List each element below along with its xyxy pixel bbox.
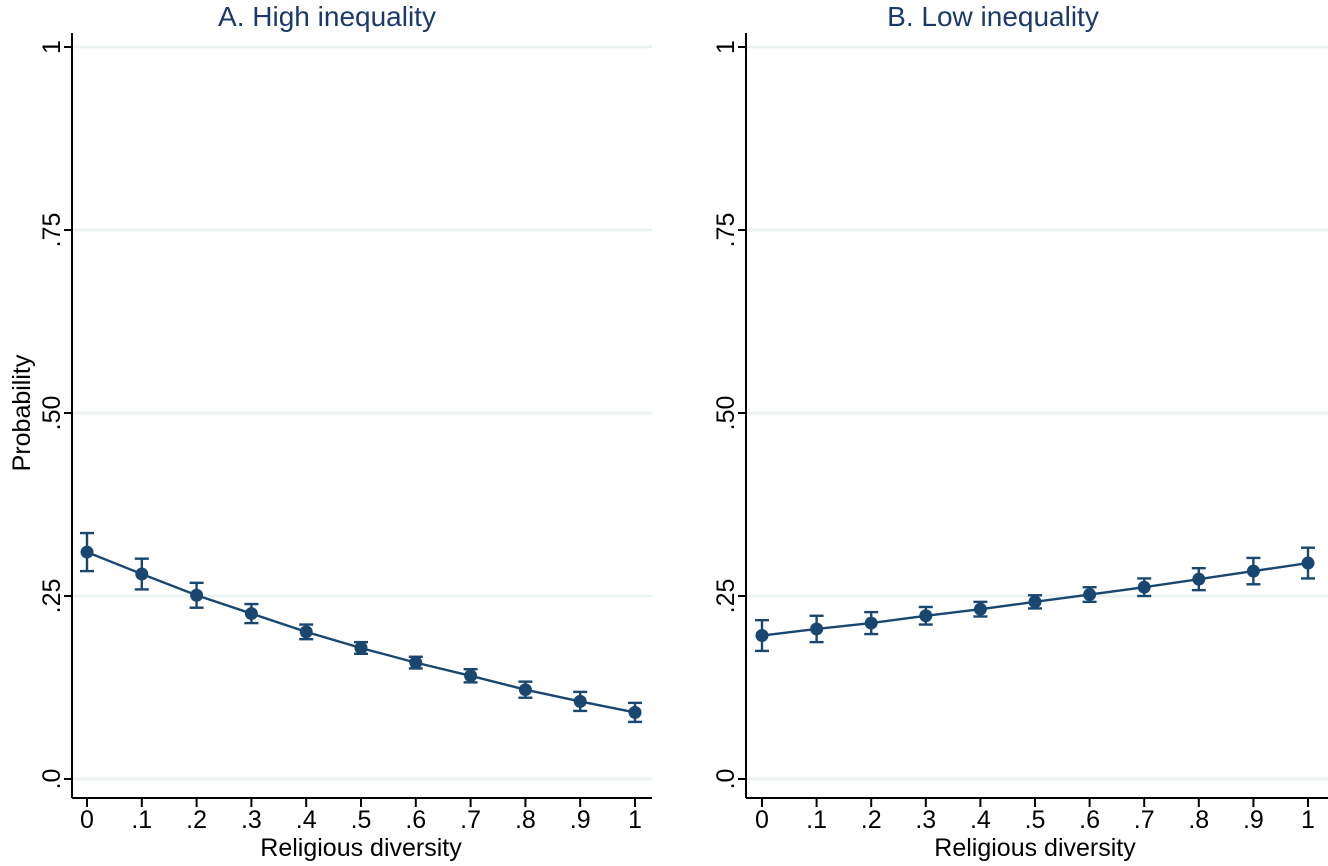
panel-b-title: B. Low inequality	[887, 1, 1099, 32]
panel-b-data-point	[1301, 556, 1315, 570]
panel-a-data-point	[409, 656, 423, 670]
panel-a-x-tick-label: 0	[80, 806, 94, 834]
panel-b-x-tick-label: .5	[1025, 806, 1046, 834]
panel-b-x-axis-title: Religious diversity	[934, 834, 1136, 862]
panel-b-x-tick-label: .1	[806, 806, 827, 834]
panel-b-data-point	[755, 629, 769, 643]
panel-b-x-tick-label: .4	[970, 806, 991, 834]
panel-b-x-tick-label: .9	[1243, 806, 1264, 834]
panel-a-x-tick-label: .7	[460, 806, 481, 834]
panel-a-data-point	[299, 625, 313, 639]
panel-b-y-tick-label: 1	[712, 40, 740, 54]
panel-a-x-tick-label: .4	[296, 806, 317, 834]
panel-a-y-tick-label: .0	[38, 769, 66, 790]
panel-a-title: A. High inequality	[218, 1, 436, 32]
panel-b-y-tick-label: .75	[712, 213, 740, 248]
panel-a-y-axis-title: Probability	[8, 354, 36, 471]
panel-a-x-tick-label: .5	[351, 806, 372, 834]
panel-a-x-axis-title: Religious diversity	[260, 834, 462, 862]
panel-b-y-tick-label: .25	[712, 579, 740, 614]
panel-b-data-point	[810, 622, 824, 636]
panel-b-x-tick-label: .6	[1079, 806, 1100, 834]
panel-b-y-tick-label: .0	[712, 769, 740, 790]
panel-a-x-tick-label: .2	[186, 806, 207, 834]
panel-b-data-point	[1083, 588, 1097, 602]
panel-a-x-tick-label: .8	[515, 806, 536, 834]
panel-b-x-tick-label: 0	[755, 806, 769, 834]
panel-b-data-point	[1028, 595, 1042, 609]
panel-a-x-tick-label: .1	[131, 806, 152, 834]
panel-b-x-tick-label: .8	[1188, 806, 1209, 834]
panel-a-data-point	[573, 694, 587, 708]
panel-a-data-point	[135, 567, 149, 581]
panel-b-data-point	[864, 616, 878, 630]
panel-b-data-point	[1137, 580, 1151, 594]
panel-a-data-point	[464, 669, 478, 683]
panel-a-x-tick-label: .3	[241, 806, 262, 834]
panel-b-x-tick-label: .7	[1134, 806, 1155, 834]
panel-a-y-tick-label: .75	[38, 213, 66, 248]
panel-a-y-tick-label: .25	[38, 579, 66, 614]
panel-b-data-point	[973, 602, 987, 616]
panel-a-series-line	[86, 550, 636, 714]
panel-a-x-tick-label: .6	[405, 806, 426, 834]
panel-a-x-tick-label: 1	[628, 806, 642, 834]
panel-b-x-tick-label: .3	[915, 806, 936, 834]
panel-a-x-tick-label: .9	[570, 806, 591, 834]
panel-a-data-point	[628, 705, 642, 719]
panel-b-data-point	[919, 609, 933, 623]
panel-b-x-tick-label: .2	[861, 806, 882, 834]
panel-a-data-point	[518, 683, 532, 697]
panel-b-x-tick-label: 1	[1301, 806, 1315, 834]
panel-a-data-point	[244, 607, 258, 621]
panel-a-data-point	[190, 588, 204, 602]
panel-a-y-tick-label: .50	[38, 396, 66, 431]
panel-a-y-tick-label: 1	[38, 40, 66, 54]
panel-a-data-point	[354, 641, 368, 655]
panel-b-y-tick-label: .50	[712, 396, 740, 431]
panel-b-data-point	[1246, 564, 1260, 578]
panel-a-data-point	[80, 545, 94, 559]
panel-b-data-point	[1192, 572, 1206, 586]
